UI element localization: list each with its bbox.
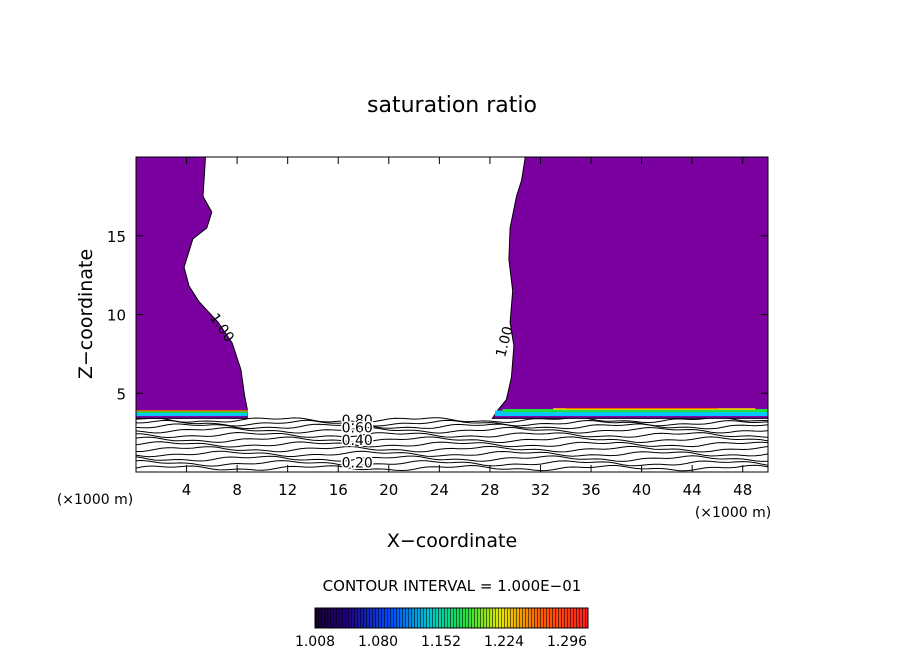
z-tick-label: 15 (107, 228, 126, 246)
contour-label: 0.20 (342, 455, 373, 471)
contour-line (136, 445, 769, 453)
saturation-band (136, 410, 248, 413)
contour-line (135, 431, 769, 439)
contour-line (135, 416, 769, 424)
contour-interval-label: CONTOUR INTERVAL = 1.000E−01 (323, 577, 582, 595)
colorbar-frame (314, 607, 589, 629)
contour-line (135, 423, 769, 430)
chart-title: saturation ratio (367, 93, 537, 118)
contour-line (135, 459, 769, 467)
contour-label: 0.40 (342, 433, 373, 449)
saturation-band (136, 410, 248, 417)
saturation-band (565, 407, 718, 409)
contour-label: 0.60 (342, 421, 373, 437)
supersaturated-region-left (135, 156, 248, 419)
contour-line (135, 464, 769, 472)
x-tick-label: 20 (379, 481, 398, 499)
x-tick-label: 44 (683, 481, 702, 499)
contour-line (135, 436, 769, 444)
plot-area: 1.00 1.000.800.600.400.204 8 12 16 20 24 28 32 36… (107, 156, 769, 499)
contour-line (136, 419, 769, 427)
x-tick-label: 48 (733, 481, 752, 499)
colorbar: 1.008 1.080 1.152 1.224 1.296 (295, 607, 589, 650)
saturation-band (136, 410, 248, 412)
colorbar-tick-label: 1.224 (484, 634, 524, 650)
x-tick-label: 40 (632, 481, 651, 499)
x-tick-label: 28 (480, 481, 499, 499)
saturation-band (502, 409, 768, 413)
contour-line (135, 426, 769, 434)
contour-label: 1.00 (493, 325, 517, 359)
x-unit-label-left: (×1000 m) (57, 492, 133, 508)
x-unit-label-right: (×1000 m) (695, 505, 771, 521)
contour-line (135, 455, 769, 462)
z-tick-label: 10 (107, 307, 126, 325)
colorbar-labels: 1.008 1.080 1.152 1.224 1.296 (295, 634, 587, 650)
saturation-band (494, 410, 768, 417)
colorbar-tick-label: 1.152 (421, 634, 461, 650)
z-axis-label: Z−coordinate (75, 249, 97, 379)
contour-label: 0.80 (342, 413, 373, 429)
x-tick-label: 8 (232, 481, 242, 499)
supersaturated-region-right (491, 156, 769, 419)
x-tick-label: 16 (329, 481, 348, 499)
x-tick-label: 12 (278, 481, 297, 499)
x-tick-label: 36 (581, 481, 600, 499)
contour-line (135, 441, 769, 448)
z-tick-label: 5 (116, 385, 126, 403)
colorbar-tick-label: 1.008 (295, 634, 335, 650)
colorbar-tick-label: 1.296 (547, 634, 587, 650)
x-axis-label: X−coordinate (387, 530, 517, 552)
x-tick-label: 24 (430, 481, 449, 499)
x-tick-label: 4 (182, 481, 192, 499)
saturation-band (553, 408, 756, 410)
contour-line (135, 450, 769, 458)
x-tick-label: 32 (531, 481, 550, 499)
colorbar-stripes (315, 608, 588, 628)
colorbar-tick-label: 1.080 (358, 634, 398, 650)
